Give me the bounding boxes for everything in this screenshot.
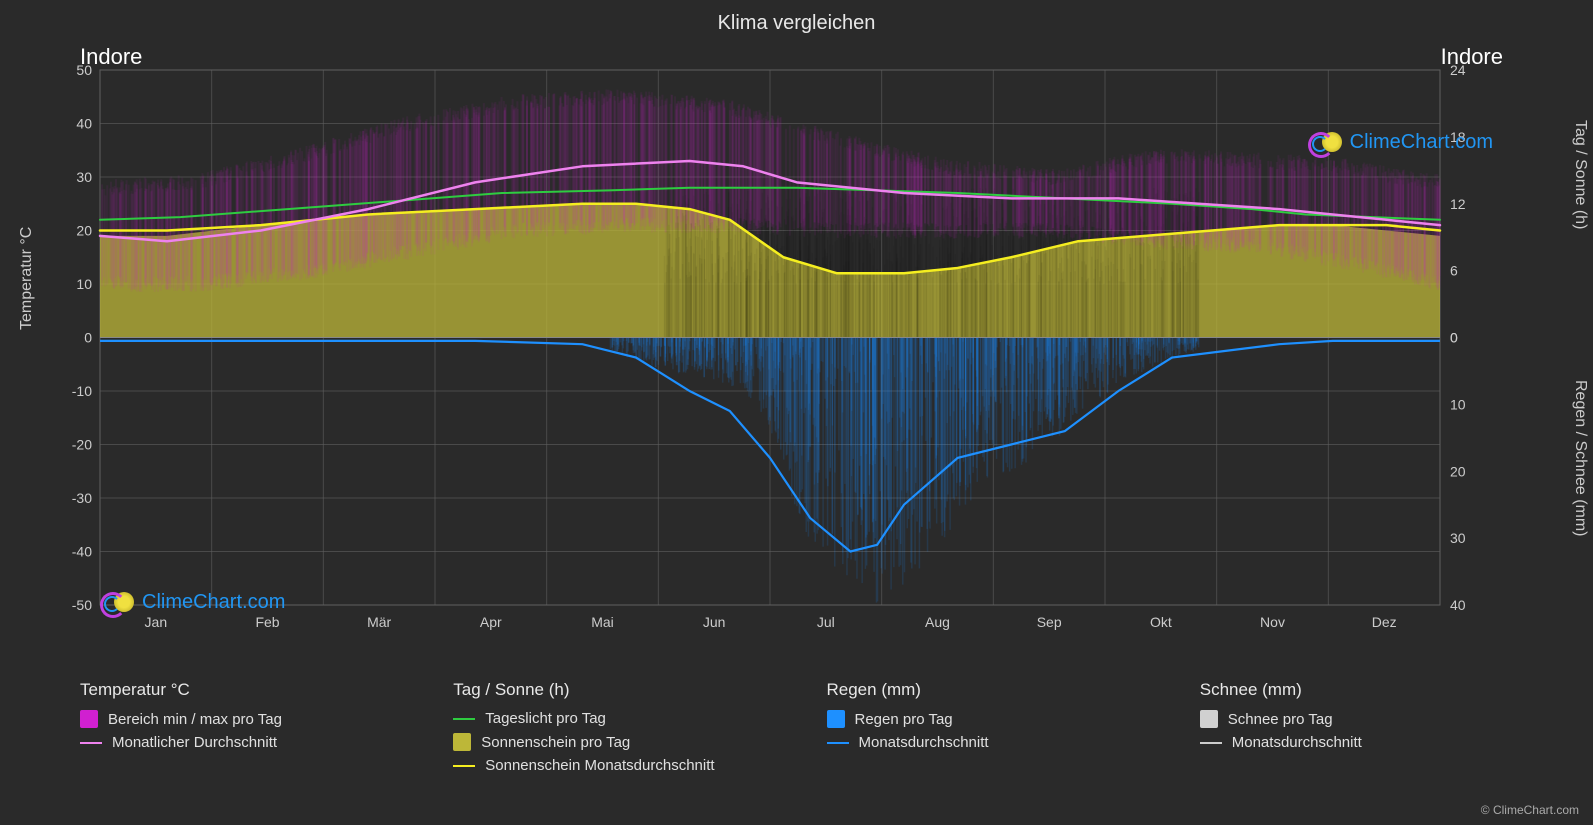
legend-item: Monatsdurchschnitt <box>1200 734 1533 751</box>
legend-swatch-box <box>827 710 845 728</box>
svg-text:Jul: Jul <box>817 614 835 630</box>
legend-label: Bereich min / max pro Tag <box>108 711 282 728</box>
svg-text:-30: -30 <box>72 490 92 506</box>
svg-text:10: 10 <box>76 276 92 292</box>
legend-swatch-line <box>1200 742 1222 744</box>
svg-text:Jun: Jun <box>703 614 726 630</box>
svg-text:-50: -50 <box>72 597 92 613</box>
climechart-logo-icon <box>1308 130 1344 154</box>
svg-text:Mai: Mai <box>591 614 614 630</box>
legend-swatch-box <box>453 733 471 751</box>
svg-text:6: 6 <box>1450 263 1458 279</box>
legend-item: Monatlicher Durchschnitt <box>80 734 413 751</box>
svg-text:Nov: Nov <box>1260 614 1285 630</box>
legend-group: Regen (mm) Regen pro Tag Monatsdurchschnit… <box>827 680 1160 780</box>
svg-text:-40: -40 <box>72 544 92 560</box>
legend-heading: Tag / Sonne (h) <box>453 680 786 700</box>
svg-text:-20: -20 <box>72 437 92 453</box>
legend-item: Regen pro Tag <box>827 710 1160 728</box>
legend-group: Tag / Sonne (h) Tageslicht pro Tag Sonnens… <box>453 680 786 780</box>
svg-text:-10: -10 <box>72 383 92 399</box>
svg-text:10: 10 <box>1450 396 1466 412</box>
y-axis-right-top-label: Tag / Sonne (h) <box>1571 120 1589 229</box>
legend-swatch-line <box>453 718 475 720</box>
svg-text:Apr: Apr <box>480 614 502 630</box>
legend-swatch-box <box>80 710 98 728</box>
legend-swatch-line <box>80 742 102 744</box>
svg-text:Jan: Jan <box>145 614 168 630</box>
svg-text:12: 12 <box>1450 196 1466 212</box>
legend: Temperatur °C Bereich min / max pro Tag Mo… <box>80 680 1533 780</box>
svg-text:50: 50 <box>76 62 92 78</box>
copyright-text: © ClimeChart.com <box>1481 803 1579 817</box>
legend-group: Temperatur °C Bereich min / max pro Tag Mo… <box>80 680 413 780</box>
watermark-bottom-left: ClimeChart.com <box>100 590 285 614</box>
svg-text:24: 24 <box>1450 62 1466 78</box>
legend-heading: Schnee (mm) <box>1200 680 1533 700</box>
svg-text:20: 20 <box>1450 463 1466 479</box>
svg-text:40: 40 <box>76 116 92 132</box>
legend-label: Tageslicht pro Tag <box>485 710 606 727</box>
legend-label: Regen pro Tag <box>855 711 953 728</box>
svg-text:Sep: Sep <box>1037 614 1062 630</box>
legend-heading: Regen (mm) <box>827 680 1160 700</box>
svg-text:0: 0 <box>1450 330 1458 346</box>
svg-text:30: 30 <box>76 169 92 185</box>
legend-item: Sonnenschein Monatsdurchschnitt <box>453 757 786 774</box>
watermark-top-right: ClimeChart.com <box>1308 130 1493 154</box>
svg-text:Dez: Dez <box>1372 614 1397 630</box>
svg-text:20: 20 <box>76 223 92 239</box>
legend-item: Bereich min / max pro Tag <box>80 710 413 728</box>
legend-label: Monatsdurchschnitt <box>1232 734 1362 751</box>
climechart-logo-icon <box>100 590 136 614</box>
svg-text:Feb: Feb <box>255 614 279 630</box>
legend-label: Schnee pro Tag <box>1228 711 1333 728</box>
legend-item: Schnee pro Tag <box>1200 710 1533 728</box>
svg-text:Okt: Okt <box>1150 614 1172 630</box>
watermark-text: ClimeChart.com <box>142 591 285 614</box>
svg-text:Mär: Mär <box>367 614 391 630</box>
watermark-text: ClimeChart.com <box>1350 131 1493 154</box>
legend-item: Sonnenschein pro Tag <box>453 733 786 751</box>
legend-label: Monatlicher Durchschnitt <box>112 734 277 751</box>
legend-label: Sonnenschein Monatsdurchschnitt <box>485 757 714 774</box>
y-axis-right-bottom-label: Regen / Schnee (mm) <box>1571 380 1589 537</box>
svg-text:40: 40 <box>1450 597 1466 613</box>
legend-heading: Temperatur °C <box>80 680 413 700</box>
climate-chart-svg: -50-40-30-20-100102030405006121824010203… <box>60 50 1490 630</box>
svg-text:Aug: Aug <box>925 614 950 630</box>
legend-group: Schnee (mm) Schnee pro Tag Monatsdurchschn… <box>1200 680 1533 780</box>
legend-label: Monatsdurchschnitt <box>859 734 989 751</box>
legend-swatch-line <box>827 742 849 744</box>
chart-title: Klima vergleichen <box>0 0 1593 35</box>
y-axis-left-label: Temperatur °C <box>18 227 36 330</box>
legend-swatch-box <box>1200 710 1218 728</box>
legend-item: Tageslicht pro Tag <box>453 710 786 727</box>
legend-item: Monatsdurchschnitt <box>827 734 1160 751</box>
legend-label: Sonnenschein pro Tag <box>481 734 630 751</box>
svg-text:30: 30 <box>1450 530 1466 546</box>
svg-text:0: 0 <box>84 330 92 346</box>
legend-swatch-line <box>453 765 475 767</box>
